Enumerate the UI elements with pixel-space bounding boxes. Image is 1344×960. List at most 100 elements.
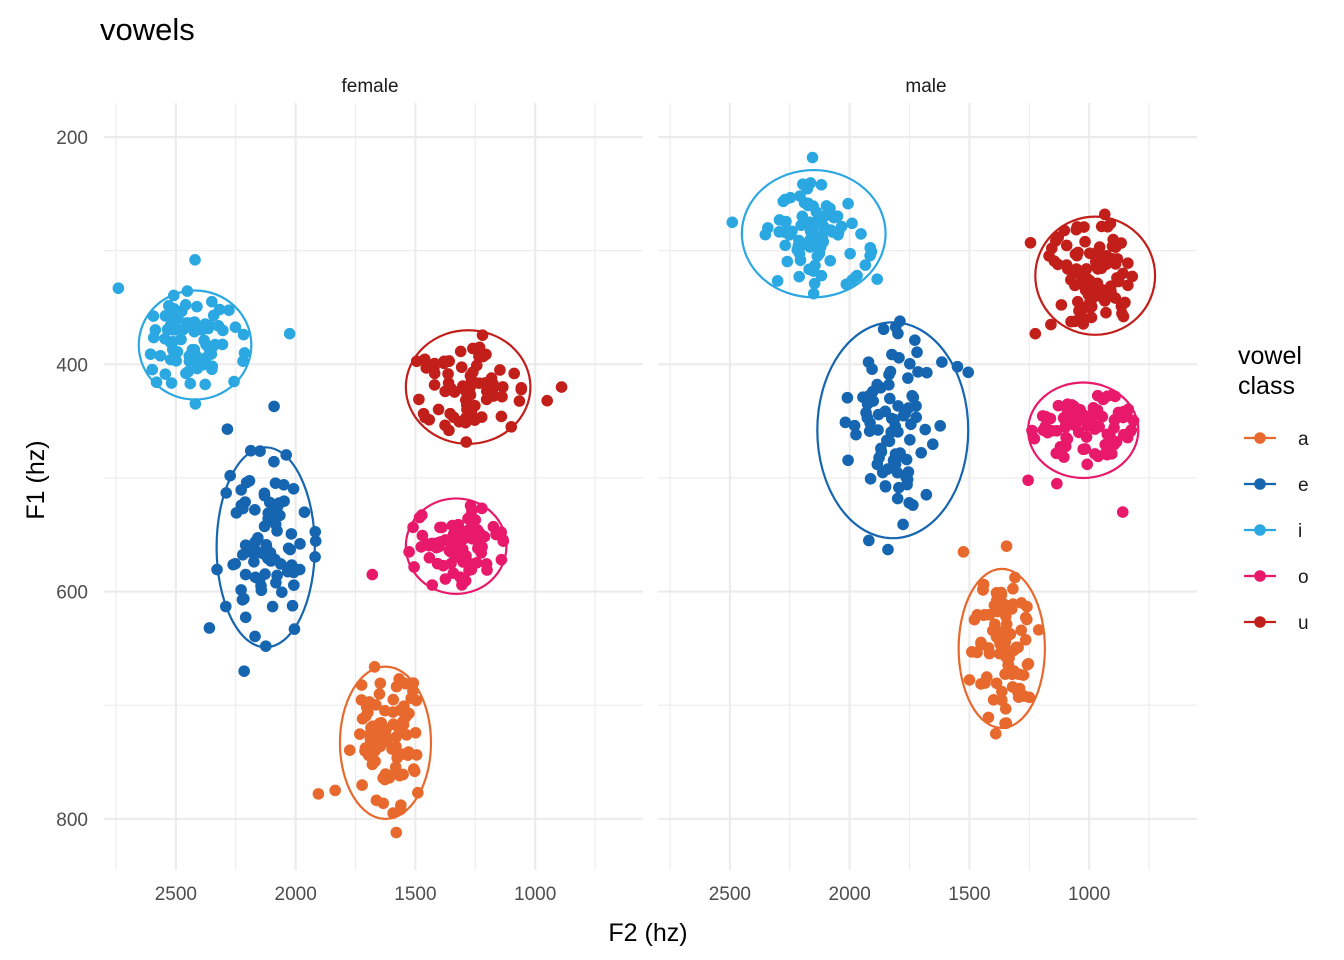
point-female-e — [249, 630, 261, 643]
point-male-i — [793, 270, 805, 283]
point-female-o — [446, 519, 459, 532]
point-male-i — [851, 269, 863, 282]
point-male-i — [855, 228, 867, 240]
point-female-o — [408, 561, 420, 573]
point-male-u — [1091, 277, 1104, 290]
point-female-o — [423, 551, 436, 564]
point-female-e — [235, 584, 247, 596]
point-female-i — [283, 327, 296, 340]
point-female-e — [262, 507, 275, 519]
point-female-a — [354, 728, 366, 740]
point-female-e — [293, 563, 306, 576]
y-tick-label: 600 — [56, 583, 88, 604]
point-male-e — [903, 497, 916, 509]
point-female-o — [481, 564, 493, 576]
point-female-a — [387, 693, 400, 706]
point-male-e — [891, 466, 904, 479]
point-female-u — [460, 436, 473, 448]
point-male-e — [951, 360, 964, 373]
point-female-u — [497, 381, 509, 393]
point-female-a — [356, 779, 368, 791]
point-female-i — [112, 282, 125, 295]
point-female-i — [159, 368, 172, 380]
point-female-u — [418, 353, 431, 366]
point-male-o — [1092, 450, 1104, 463]
point-female-e — [248, 555, 260, 568]
point-female-e — [251, 546, 264, 559]
point-male-e — [912, 366, 924, 378]
point-male-e — [894, 447, 906, 459]
point-male-u — [1119, 296, 1131, 309]
point-male-i — [806, 223, 819, 235]
point-male-i — [871, 273, 883, 285]
point-female-e — [268, 455, 280, 468]
point-female-u — [508, 367, 520, 380]
point-male-u — [1045, 242, 1058, 255]
point-female-i — [217, 324, 229, 337]
point-male-e — [881, 434, 893, 447]
panel-male: male — [658, 76, 1197, 870]
point-female-o — [439, 573, 452, 585]
point-male-i — [794, 254, 807, 267]
point-female-e — [268, 400, 280, 413]
point-male-i — [726, 216, 739, 229]
point-male-a — [1002, 659, 1014, 671]
ellipses-female — [137, 289, 532, 820]
point-female-i — [167, 289, 180, 302]
point-male-e — [936, 356, 948, 368]
point-female-a — [370, 794, 383, 807]
point-male-e — [911, 346, 923, 359]
point-male-u — [1101, 220, 1114, 233]
point-male-e — [842, 454, 854, 467]
point-female-o — [426, 579, 439, 591]
point-female-u — [477, 350, 489, 363]
point-female-e — [269, 518, 282, 531]
point-female-e — [264, 546, 277, 559]
point-male-o — [1091, 404, 1104, 416]
x-tick-label-female: 2000 — [275, 884, 317, 905]
point-male-a — [1019, 634, 1032, 646]
point-male-e — [934, 420, 946, 432]
point-female-e — [249, 504, 261, 516]
point-female-a — [387, 706, 399, 718]
x-tick-label-male: 2000 — [829, 884, 871, 905]
points-female — [112, 254, 568, 839]
point-female-e — [288, 579, 300, 591]
point-male-a — [1000, 717, 1013, 729]
point-male-e — [905, 418, 917, 431]
point-female-u — [494, 364, 506, 376]
point-female-i — [162, 299, 175, 312]
point-male-u — [1071, 295, 1084, 308]
point-male-i — [840, 278, 853, 291]
point-male-a — [990, 677, 1003, 690]
point-female-a — [390, 731, 403, 743]
point-female-u — [473, 341, 486, 354]
point-female-e — [220, 487, 233, 499]
y-tick-label: 200 — [56, 128, 88, 149]
point-female-u — [541, 394, 553, 407]
x-tick-label-female: 2500 — [155, 884, 197, 905]
point-female-a — [405, 692, 418, 704]
point-female-e — [259, 640, 272, 652]
point-male-o — [1072, 426, 1085, 439]
point-female-a — [412, 786, 424, 799]
point-female-e — [269, 477, 282, 489]
point-male-u — [1078, 221, 1090, 233]
point-female-a — [312, 788, 325, 800]
point-female-i — [159, 310, 172, 322]
point-female-i — [189, 398, 202, 410]
point-male-e — [886, 348, 898, 361]
point-male-i — [808, 277, 821, 290]
point-female-u — [428, 357, 441, 370]
point-male-u — [1055, 299, 1068, 311]
point-female-i — [183, 317, 196, 329]
point-male-u — [1098, 208, 1111, 221]
point-female-o — [366, 568, 379, 581]
point-female-u — [469, 414, 481, 426]
point-male-a — [983, 647, 996, 660]
point-female-i — [179, 299, 192, 311]
point-female-u — [480, 393, 493, 406]
point-male-o — [1061, 405, 1074, 418]
point-female-e — [276, 586, 288, 598]
point-male-u — [1065, 274, 1077, 286]
